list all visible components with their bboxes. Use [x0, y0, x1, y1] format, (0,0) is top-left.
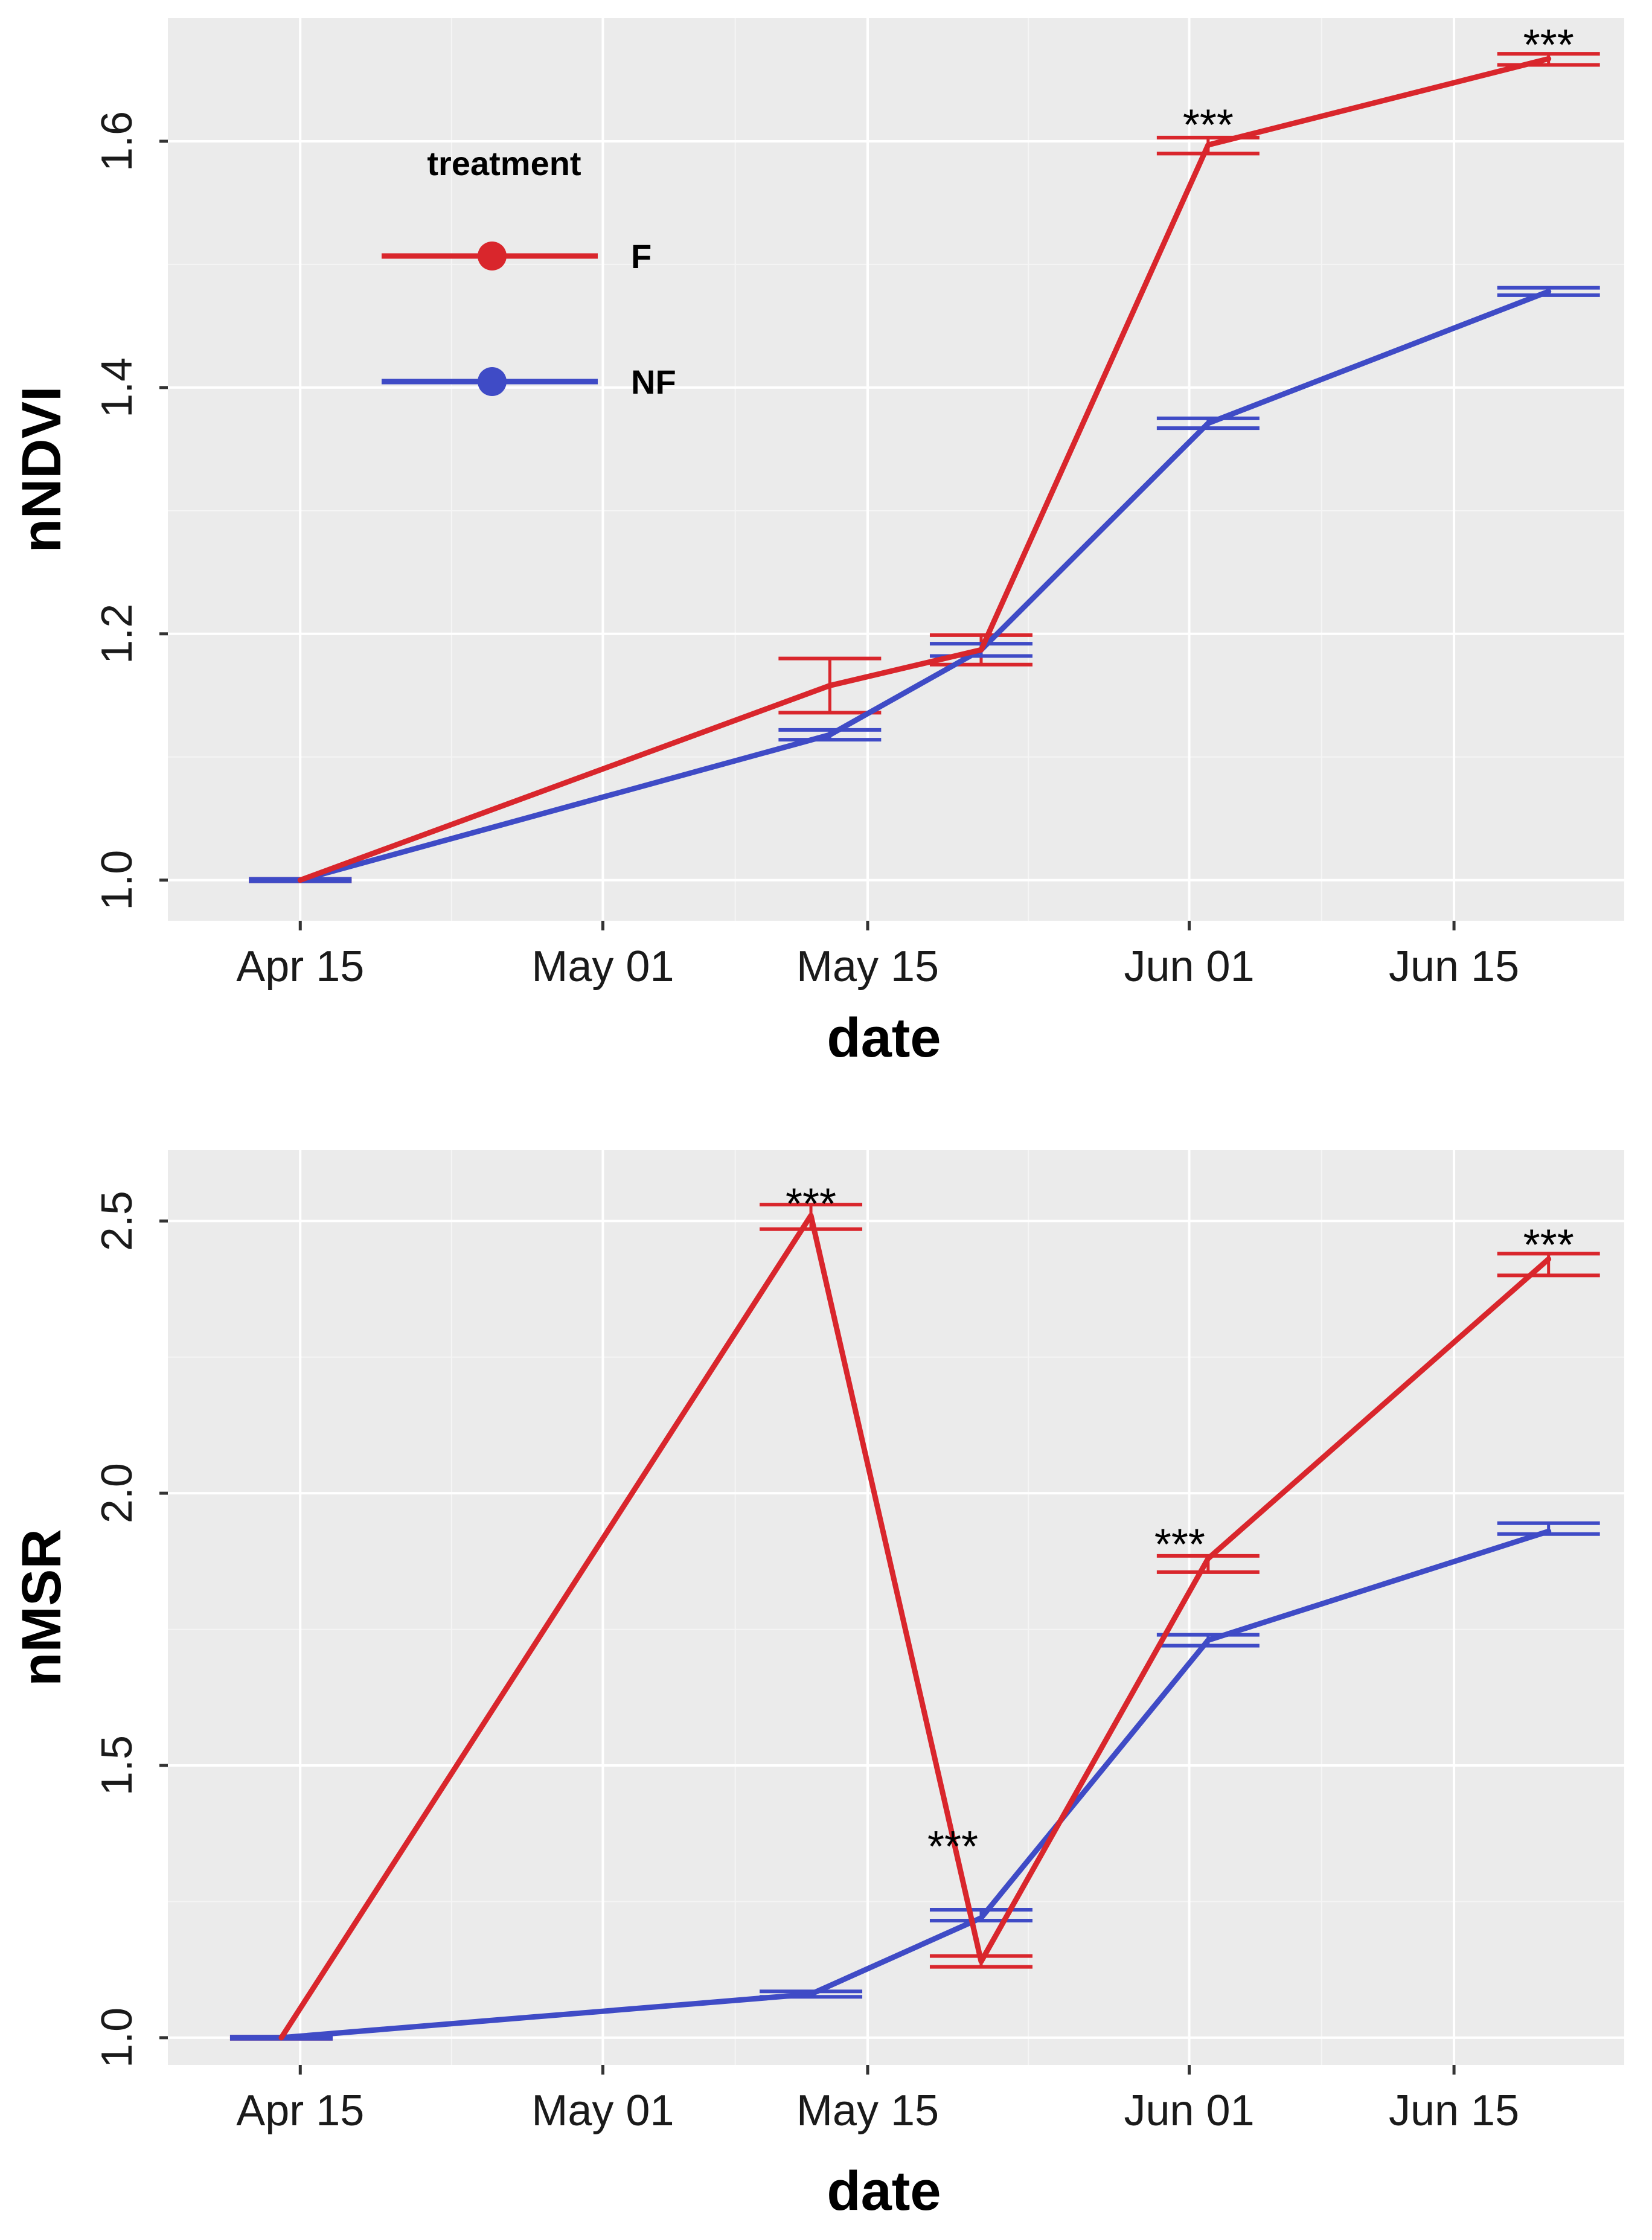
- legend-label-f: F: [631, 237, 652, 275]
- chart1-y-tick-label: 1.6: [93, 111, 141, 171]
- chart2-y-axis-title: nMSR: [11, 1529, 72, 1686]
- chart1-x-axis-title: date: [827, 1007, 941, 1069]
- chart2-x-tick-label: Apr 15: [236, 2087, 364, 2135]
- chart1-series-line-f: [297, 56, 1552, 883]
- chart1-panel-background: [168, 18, 1624, 921]
- chart1-y-tick-label: 1.0: [93, 850, 141, 910]
- chart2-significance-label: ***: [1523, 1221, 1574, 1269]
- chart1-y-tick-label: 1.4: [93, 357, 141, 418]
- chart2-x-axis-title: date: [827, 2160, 941, 2222]
- chart1-x-tick-label: May 15: [796, 942, 939, 991]
- chart1-x-tick-label: Jun 15: [1389, 942, 1519, 991]
- chart2-x-tick-label: Jun 15: [1389, 2087, 1519, 2135]
- legend-key-dot-f: [478, 242, 507, 270]
- chart2-y-tick-label: 2.0: [93, 1463, 141, 1523]
- chart1-x-tick-label: May 01: [531, 942, 674, 991]
- chart1-y-tick-label: 1.2: [93, 604, 141, 664]
- chart1-significance-label: ***: [1523, 21, 1574, 69]
- chart2-significance-label: ***: [927, 1823, 978, 1871]
- nmsr-chart: 1.0 1.5 2.0 2.5 Apr 15 May 01 May 15 Jun 01 Jun …: [11, 1150, 1624, 2222]
- chart2-y-tick-label: 1.5: [93, 1735, 141, 1796]
- legend-entry-f: F: [382, 237, 652, 275]
- chart2-y-tick-label: 2.5: [93, 1191, 141, 1251]
- chart2-x-tick-label: May 15: [796, 2087, 939, 2135]
- chart1-x-tick-label: Jun 01: [1124, 942, 1254, 991]
- chart2-significance-label: ***: [786, 1180, 836, 1229]
- legend-key-dot-nf: [478, 367, 507, 396]
- chart2-series-line-nf: [278, 1528, 1552, 2041]
- legend-title: treatment: [427, 144, 581, 182]
- chart2-panel-background: [168, 1150, 1624, 2065]
- chart1-significance-label: ***: [1183, 101, 1234, 149]
- chart2-y-tick-label: 1.0: [93, 2008, 141, 2068]
- nndvi-chart: 1.0 1.2 1.4 1.6 Apr 15 May 01 May 15 Jun 01 Jun …: [11, 18, 1624, 1069]
- legend-label-nf: NF: [631, 363, 676, 401]
- legend-entry-nf: NF: [382, 363, 676, 401]
- legend: treatment F NF: [382, 144, 676, 401]
- chart2-x-tick-label: May 01: [531, 2087, 674, 2135]
- chart1-x-tick-label: Apr 15: [236, 942, 364, 991]
- chart2-series-line-f: [278, 1212, 1552, 2041]
- chart1-y-axis-title: nNDVI: [11, 386, 72, 553]
- chart2-x-tick-label: Jun 01: [1124, 2087, 1254, 2135]
- chart2-significance-label: ***: [1154, 1520, 1205, 1569]
